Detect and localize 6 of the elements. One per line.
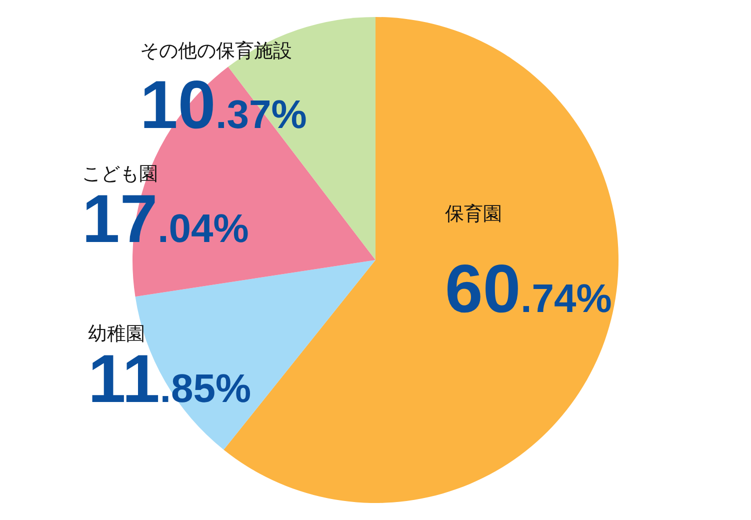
slice-label: 保育園 xyxy=(445,203,502,225)
slice-label: その他の保育施設 xyxy=(140,40,292,62)
data-label: 10.37% xyxy=(140,67,307,143)
slice-label: こども園 xyxy=(82,163,158,185)
slice-label: 幼稚園 xyxy=(88,323,145,345)
data-label: 60.74% xyxy=(445,251,612,327)
